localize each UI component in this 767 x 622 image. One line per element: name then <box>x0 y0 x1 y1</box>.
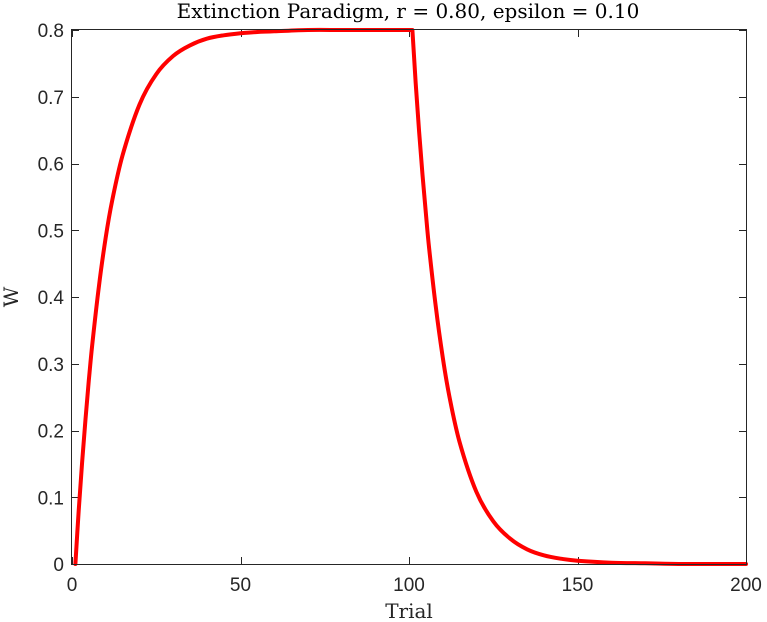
y-tick-label: 0.3 <box>38 355 64 376</box>
y-tick-label: 0.6 <box>38 155 64 176</box>
y-tick-label: 0.5 <box>38 221 64 242</box>
x-tick-label: 100 <box>393 575 425 596</box>
y-tick-label: 0.2 <box>38 422 64 443</box>
y-tick-label: 0.7 <box>38 88 64 109</box>
plot-frame <box>71 29 747 565</box>
y-axis: 0 0.1 0.2 0.3 0.4 0.5 0.6 0.7 0.8 <box>38 21 746 576</box>
x-tick-label: 0 <box>67 575 78 596</box>
x-tick-label: 150 <box>562 575 594 596</box>
series-line-w <box>73 27 748 567</box>
x-axis-label: Trial <box>385 599 433 622</box>
y-tick-label: 0.4 <box>38 288 65 309</box>
y-axis-label: W <box>0 286 23 307</box>
chart-title: Extinction Paradigm, r = 0.80, epsilon =… <box>177 0 640 23</box>
y-tick-label: 0.1 <box>38 488 64 509</box>
x-tick-label: 200 <box>730 575 762 596</box>
y-tick-label: 0 <box>53 555 64 576</box>
x-axis: 0 50 100 150 200 <box>67 30 762 596</box>
y-tick-label: 0.8 <box>38 21 64 42</box>
x-tick-label: 50 <box>230 575 251 596</box>
